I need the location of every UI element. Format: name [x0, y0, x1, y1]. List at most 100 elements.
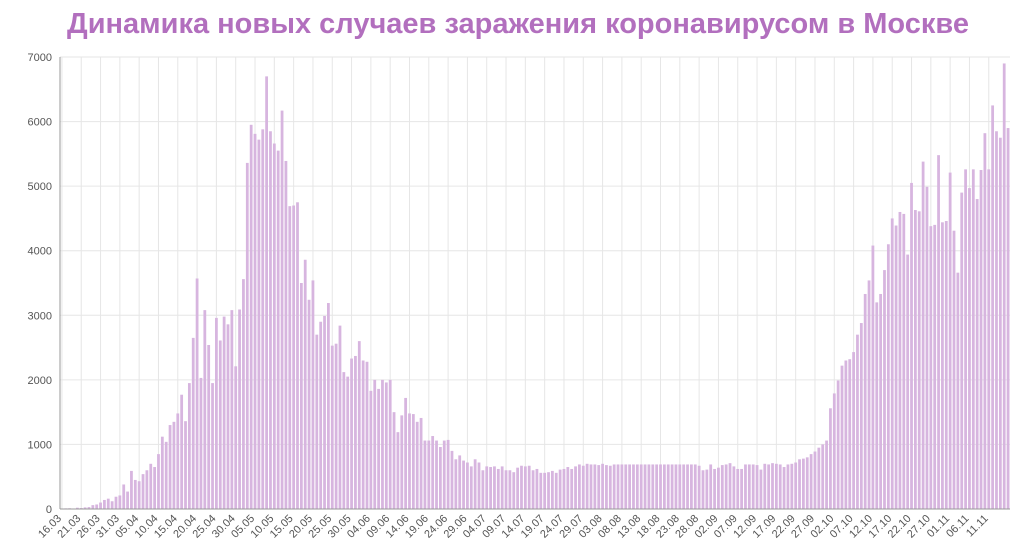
- bar: 29.10: 5480: [937, 155, 940, 510]
- bar: 03.11: 3660: [956, 272, 960, 509]
- bar: 04.06: 1830: [369, 390, 373, 509]
- bar: 03.07: 600: [481, 470, 485, 509]
- bar: 14.06: 1480: [408, 413, 411, 509]
- bar: 08.07: 660: [500, 466, 504, 509]
- bar: 18.08: 690: [659, 464, 662, 509]
- y-tick-label: 4000: [28, 246, 52, 258]
- bar: 30.03: 190: [114, 496, 118, 509]
- bar: 22.07: 560: [554, 472, 558, 509]
- bar: 17.09: 700: [774, 463, 778, 509]
- bar: 04.05: 5950: [249, 124, 253, 510]
- bar: 02.06: 2300: [361, 360, 365, 509]
- bar: 01.11: 5210: [948, 172, 952, 509]
- bar: 01.07: 770: [473, 459, 477, 509]
- bar: 03.09: 680: [720, 465, 724, 509]
- bar: 25.05: 2530: [330, 345, 334, 509]
- bar: 23.03: 30: [87, 507, 91, 509]
- bar: 19.05: 3240: [307, 299, 311, 509]
- bar: undefined: 5900: [1006, 128, 1010, 509]
- bar: 03.10: 1990: [836, 380, 840, 509]
- bar: 11.06: 1190: [396, 432, 400, 509]
- bars: 16.03: 617.03: 1018.03: 1219.03: 820.03:…: [60, 63, 1010, 510]
- bar: 09.04: 650: [153, 467, 157, 509]
- bar: 11.10: 3540: [867, 280, 871, 509]
- bar: 27.09: 890: [813, 451, 817, 509]
- bar: 18.10: 4390: [894, 225, 898, 509]
- bar: 31.05: 2370: [354, 355, 357, 509]
- bar: 07.06: 2000: [381, 379, 384, 509]
- bar: 01.09: 620: [713, 468, 716, 509]
- bar: 02.07: 720: [477, 462, 481, 509]
- bar: 16.10: 4100: [886, 244, 890, 509]
- bar: 17.06: 1410: [419, 417, 423, 509]
- bar: 30.08: 610: [705, 469, 709, 509]
- bar: 03.06: 2280: [365, 361, 369, 509]
- bar: 03.04: 590: [130, 470, 133, 509]
- bar: 22.04: 3080: [203, 310, 207, 509]
- bar: 01.04: 380: [122, 484, 126, 509]
- bar: 29.03: 120: [110, 501, 114, 509]
- bar: 08.04: 700: [149, 463, 153, 509]
- bar: 15.04: 1480: [176, 413, 180, 509]
- bar: 24.07: 620: [562, 468, 566, 509]
- bar: 12.07: 640: [516, 467, 520, 509]
- bar: 24.10: 4610: [917, 211, 921, 509]
- bar: 18.05: 3860: [303, 259, 307, 509]
- bar: 04.08: 680: [605, 465, 608, 509]
- bar: 28.06: 750: [462, 460, 465, 509]
- bar: 21.05: 2700: [315, 334, 319, 509]
- bar: 03.05: 5360: [245, 162, 249, 509]
- bar: 15.08: 690: [647, 464, 651, 509]
- bar: 27.06: 830: [458, 455, 462, 509]
- bar: undefined: 6250: [991, 105, 995, 509]
- bar: 01.05: 3090: [238, 309, 241, 509]
- bar: 02.04: 270: [126, 491, 129, 509]
- bar: 21.08: 690: [670, 464, 674, 509]
- bar: 08.11: 4800: [975, 199, 979, 510]
- bar: 28.07: 690: [578, 464, 581, 509]
- bar: 09.10: 2880: [859, 323, 863, 509]
- bar: 01.06: 2600: [357, 341, 361, 509]
- bar: 19.08: 690: [662, 464, 666, 509]
- bar: 31.07: 690: [589, 464, 593, 509]
- bar: 05.04: 430: [137, 481, 141, 509]
- bar: 07.05: 5880: [261, 129, 265, 509]
- bar: 11.04: 1120: [160, 436, 164, 509]
- bar: 04.09: 690: [724, 464, 728, 509]
- bar: 13.08: 690: [639, 464, 643, 509]
- y-tick-label: 0: [46, 504, 52, 516]
- bar: 19.10: 4600: [898, 211, 902, 509]
- bar: undefined: 5850: [995, 131, 998, 509]
- bar: 23.04: 2540: [207, 344, 211, 509]
- bar: 10.11: 5820: [983, 133, 987, 510]
- bar: 10.06: 1500: [392, 412, 396, 509]
- bar: 18.04: 1950: [187, 383, 191, 509]
- bar: 30.04: 2210: [234, 366, 238, 509]
- bar: 16.07: 600: [531, 470, 535, 509]
- bar: 10.04: 850: [157, 454, 160, 509]
- bar: 09.07: 600: [504, 470, 508, 509]
- bar: 24.09: 780: [802, 458, 805, 509]
- bar: 18.06: 1060: [423, 440, 427, 509]
- bar: 17.10: 4500: [890, 218, 894, 509]
- bar: 28.05: 2120: [342, 372, 346, 509]
- bar: 30.07: 700: [585, 463, 589, 509]
- bar: 27.10: 4380: [929, 226, 933, 510]
- bar: 20.05: 3540: [311, 280, 315, 509]
- bar: 29.08: 600: [701, 470, 705, 509]
- bar: 31.08: 690: [709, 464, 713, 509]
- bar: 02.09: 640: [717, 467, 720, 509]
- bar: 21.10: 3940: [906, 254, 910, 509]
- bar: 24.03: 60: [91, 505, 95, 509]
- bar: 10.10: 3330: [863, 293, 867, 509]
- bar: 18.07: 560: [539, 472, 543, 509]
- bar: 22.08: 690: [674, 464, 678, 509]
- bar: 28.04: 2860: [226, 324, 230, 509]
- bar: 14.08: 690: [643, 464, 647, 509]
- bar: 23.10: 4630: [913, 210, 917, 509]
- bar: 05.08: 670: [608, 465, 612, 509]
- y-axis-tick-labels: 0 1000 2000 3000 4000 5000 6000 7000: [28, 52, 52, 516]
- bar: 29.04: 3080: [230, 310, 234, 509]
- bar: 14.04: 1350: [172, 421, 176, 509]
